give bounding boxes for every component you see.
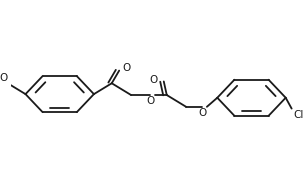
Text: O: O <box>150 75 158 85</box>
Text: Cl: Cl <box>293 110 303 120</box>
Text: O: O <box>199 108 207 118</box>
Text: O: O <box>147 96 155 106</box>
Text: O: O <box>122 63 130 73</box>
Text: O: O <box>0 73 8 83</box>
